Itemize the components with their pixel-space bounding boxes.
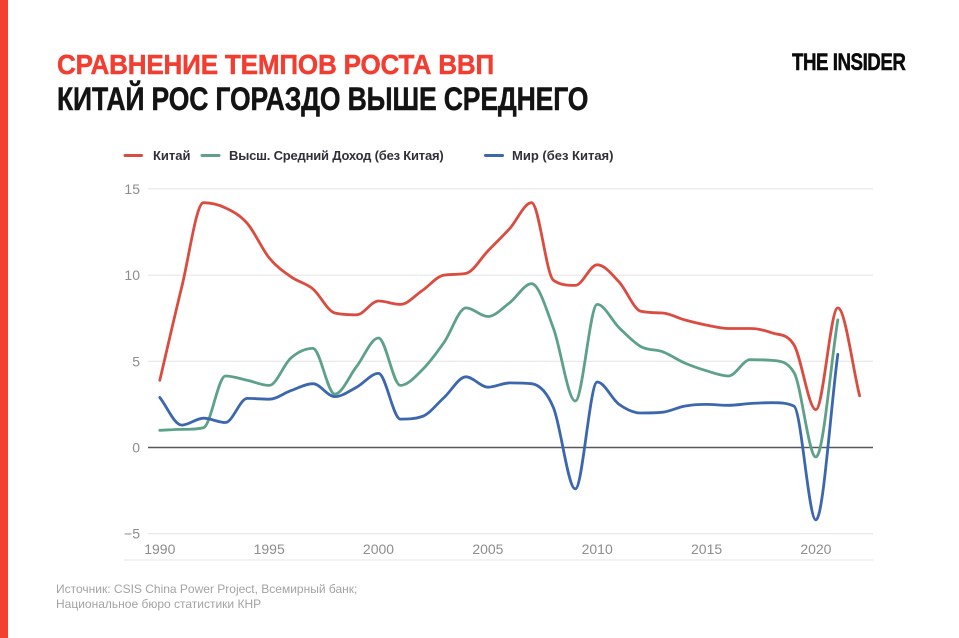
- svg-text:10: 10: [124, 267, 140, 283]
- svg-text:2005: 2005: [472, 541, 503, 557]
- svg-text:1995: 1995: [254, 541, 285, 557]
- svg-text:2000: 2000: [363, 541, 394, 557]
- svg-text:2010: 2010: [582, 541, 613, 557]
- svg-text:2015: 2015: [691, 541, 722, 557]
- svg-text:0: 0: [132, 440, 140, 456]
- svg-text:1990: 1990: [144, 541, 175, 557]
- svg-text:5: 5: [132, 353, 140, 369]
- svg-text:−5: −5: [124, 526, 140, 542]
- svg-text:15: 15: [124, 181, 140, 197]
- svg-text:2020: 2020: [800, 541, 831, 557]
